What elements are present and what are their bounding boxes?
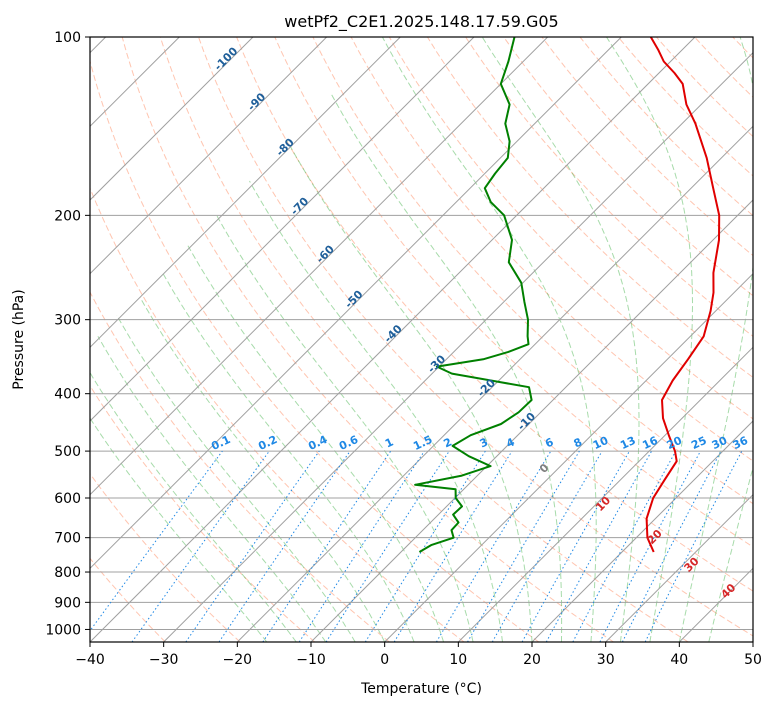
mixing-ratio-line — [218, 450, 351, 642]
mixing-ratio-line — [131, 450, 270, 642]
dry-adiabat — [541, 37, 753, 257]
moist-adiabat — [90, 371, 297, 642]
dry-adiabat — [579, 37, 753, 217]
moist-adiabat — [678, 37, 753, 642]
isotherm — [163, 51, 753, 642]
x-tick-label: 40 — [670, 652, 688, 668]
dry-adiabat — [90, 472, 241, 642]
mixing-ratio-label: 30 — [710, 434, 730, 452]
y-tick-label: 900 — [54, 595, 81, 611]
isotherm — [310, 199, 753, 642]
mixing-ratio-line — [572, 450, 677, 642]
x-tick-label: 0 — [380, 652, 389, 668]
moist-adiabat — [139, 297, 386, 642]
y-tick-label: 300 — [54, 313, 81, 329]
dry-adiabat — [503, 37, 753, 297]
moist-adiabat — [116, 315, 356, 642]
moist-adiabat — [481, 37, 640, 642]
isotherm — [90, 37, 696, 642]
isotherm — [236, 125, 753, 642]
x-tick-label: −30 — [149, 652, 179, 668]
y-tick-label: 200 — [54, 208, 81, 224]
y-tick-label: 100 — [54, 30, 81, 46]
y-tick-label: 800 — [54, 565, 81, 581]
mixing-ratio-line — [545, 450, 653, 642]
x-tick-label: −20 — [223, 652, 253, 668]
x-tick-label: −10 — [296, 652, 326, 668]
moist-adiabat — [162, 272, 415, 642]
x-tick-label: 50 — [744, 652, 762, 668]
y-tick-label: 600 — [54, 491, 81, 507]
isotherm — [384, 272, 753, 642]
temperature-profile-line — [645, 37, 721, 553]
y-axis-label: Pressure (hPa) — [11, 289, 27, 389]
isotherm — [90, 37, 254, 201]
y-tick-label: 400 — [54, 387, 81, 403]
moist-adiabat — [97, 336, 327, 642]
mixing-ratio-label: 13 — [618, 434, 637, 452]
mixing-ratio-label: 36 — [731, 434, 751, 452]
moist-adiabat — [606, 37, 693, 642]
dry-adiabat — [350, 37, 753, 462]
x-axis-label: Temperature (°C) — [360, 681, 482, 697]
mixing-ratio-line — [393, 450, 513, 642]
dry-adiabat — [198, 37, 753, 637]
dry-adiabat — [121, 37, 614, 642]
isotherm — [90, 37, 328, 275]
x-tick-label: −40 — [75, 652, 105, 668]
isotherm — [90, 37, 622, 570]
mixing-ratio-label: 20 — [665, 434, 685, 452]
dry-adiabat — [90, 384, 316, 642]
isotherm — [90, 37, 549, 496]
y-tick-label: 1000 — [45, 622, 81, 638]
isotherm — [90, 37, 475, 422]
mixing-ratio-line — [521, 450, 630, 642]
mixing-ratio-label: 16 — [640, 434, 660, 452]
moist-adiabat — [90, 417, 268, 642]
y-tick-label: 700 — [54, 531, 81, 547]
mixing-ratio-label: 25 — [689, 434, 708, 452]
dry-adiabat — [90, 291, 390, 642]
isotherm — [531, 420, 753, 642]
dry-adiabat — [90, 186, 465, 642]
mixing-ratio-line — [467, 450, 580, 642]
moist-adiabat — [331, 94, 563, 642]
mixing-ratio-line — [435, 450, 552, 642]
isotherm — [605, 493, 753, 642]
x-tick-label: 30 — [597, 652, 615, 668]
mixing-ratio-line — [185, 450, 320, 642]
isotherm — [90, 37, 401, 349]
plot-frame — [89, 36, 754, 643]
dewpoint-profile-line — [414, 37, 533, 553]
dry-adiabat — [312, 37, 753, 505]
mixing-ratio-line — [90, 450, 223, 632]
isotherm — [457, 346, 753, 642]
dry-adiabat — [159, 37, 689, 642]
dry-adiabat — [236, 37, 753, 592]
mixing-ratio-line — [491, 450, 603, 642]
moist-adiabat — [216, 215, 474, 642]
x-tick-label: 10 — [449, 652, 467, 668]
chart-title: wetPf2_C2E1.2025.148.17.59.G05 — [284, 12, 558, 32]
mixing-ratio-line — [364, 450, 486, 642]
x-tick-label: 20 — [523, 652, 541, 668]
moist-adiabat — [187, 245, 445, 642]
mixing-ratio-label: 10 — [591, 434, 611, 452]
moist-adiabat — [381, 37, 597, 642]
y-tick-label: 500 — [54, 444, 81, 460]
dry-adiabat — [90, 59, 540, 642]
